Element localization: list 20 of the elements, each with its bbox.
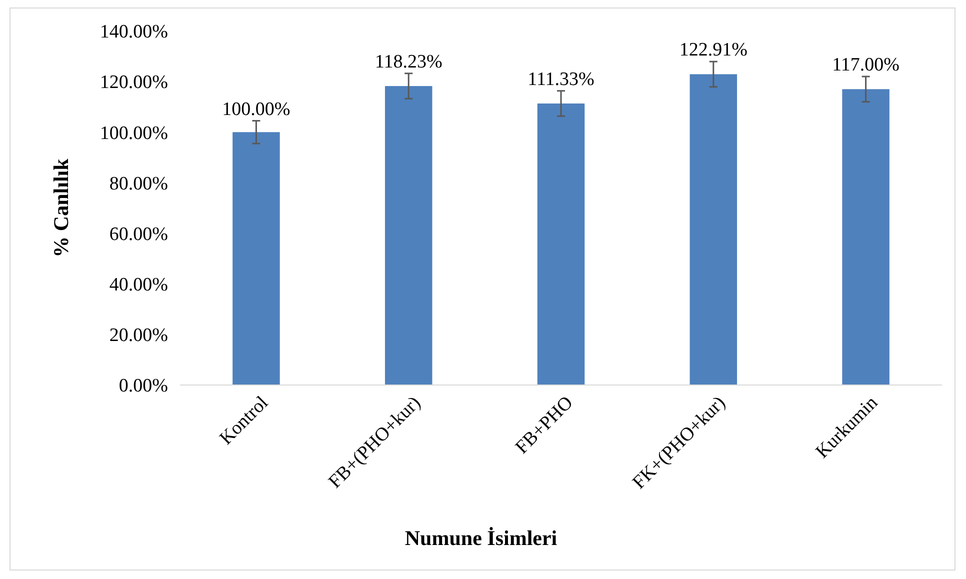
data-label: 122.91%	[679, 40, 748, 61]
data-label: 117.00%	[832, 54, 900, 76]
data-label: 100.00%	[222, 98, 290, 120]
y-tick-label: 20.00%	[109, 325, 168, 346]
y-tick-label: 140.00%	[100, 22, 168, 43]
bar	[232, 132, 280, 385]
y-tick-label: 80.00%	[109, 173, 168, 194]
data-label: 111.33%	[528, 68, 595, 90]
bar	[384, 86, 432, 385]
bar	[537, 103, 585, 385]
y-tick-label: 60.00%	[109, 224, 168, 245]
y-tick-label: 100.00%	[100, 122, 168, 144]
data-label: 118.23%	[374, 51, 442, 72]
bar	[842, 89, 890, 385]
y-tick-label: 0.00%	[118, 376, 168, 397]
x-axis-title: Numune İsimleri	[404, 526, 558, 550]
y-tick-label: 120.00%	[100, 72, 168, 94]
bar	[690, 74, 738, 385]
y-tick-label: 40.00%	[109, 274, 168, 296]
y-axis-title: % Canlılık	[49, 158, 73, 258]
